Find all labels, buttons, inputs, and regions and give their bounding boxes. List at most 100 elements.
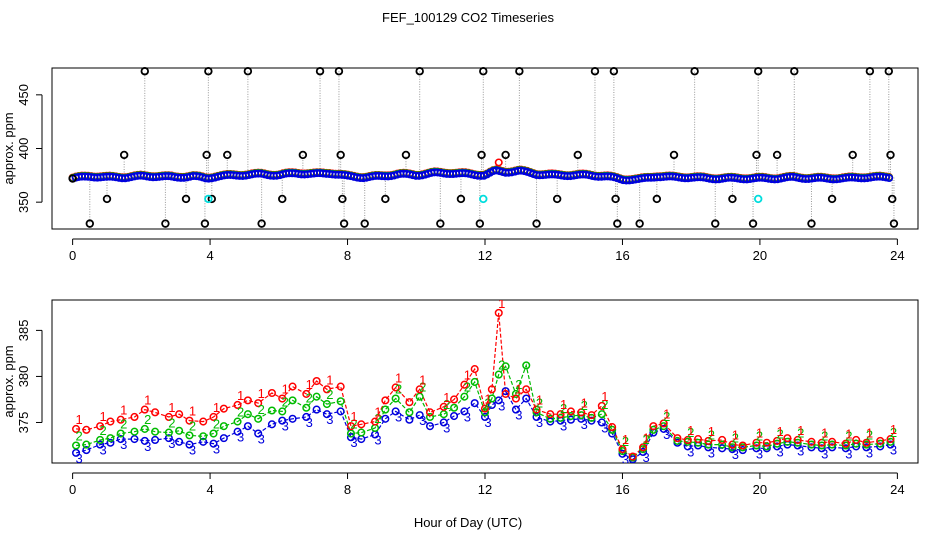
series-3-point <box>597 418 606 427</box>
series-2-point <box>597 410 606 419</box>
series-1-line <box>76 312 891 458</box>
series-3-point <box>738 446 747 455</box>
series-1-label: 1 <box>258 386 265 401</box>
series-1-label: 1 <box>350 409 357 424</box>
series-2-label: 2 <box>213 417 220 432</box>
series-1-label: 1 <box>581 395 588 410</box>
series-2-point <box>415 392 424 401</box>
outlier-point <box>298 150 308 160</box>
series-1-label: 1 <box>821 426 828 441</box>
series-1-point <box>673 434 682 443</box>
x-tick-label: 20 <box>753 482 767 497</box>
series-3-label: 3 <box>732 447 739 462</box>
series-1-point <box>556 410 565 419</box>
outlier-point <box>475 219 485 228</box>
y-axis-label: approx. ppm <box>1 112 16 184</box>
outlier-point <box>68 174 77 183</box>
series-3-point <box>185 440 194 449</box>
series-2-point <box>336 397 345 406</box>
series-3-point <box>876 442 885 451</box>
series-3-label: 3 <box>845 446 852 461</box>
series-1-point <box>862 438 871 447</box>
x-tick-label: 8 <box>344 482 351 497</box>
outlier-point <box>204 67 213 76</box>
outlier-point <box>381 194 390 204</box>
series-2-point <box>96 435 105 445</box>
series-2-label: 2 <box>75 429 82 444</box>
series-2-point <box>649 425 658 434</box>
outlier-point <box>200 219 210 228</box>
series-2-point <box>164 428 173 437</box>
series-1-label: 1 <box>326 372 333 387</box>
series-3-label: 3 <box>866 445 873 460</box>
series-2-point <box>807 440 816 449</box>
series-2-label: 2 <box>581 398 588 413</box>
series-1-point <box>494 308 503 317</box>
bottom-marks: 33 3 3 3 3 33 33 3 33 33 3 33 333 3 3 3 33 333 3 3 3 3 3 3 3 3 32 2… <box>72 300 897 467</box>
outlier-point <box>752 150 761 160</box>
series-2-point <box>175 426 184 435</box>
series-1-point <box>302 389 311 398</box>
series-3-label: 3 <box>581 417 588 432</box>
series-3-label: 3 <box>237 430 244 445</box>
series-2-point <box>185 431 194 440</box>
x-tick-label: 0 <box>69 248 76 263</box>
series-2-point <box>762 442 771 451</box>
series-3-label: 3 <box>120 437 127 452</box>
y-tick-label: 380 <box>16 366 31 388</box>
series-1-point <box>618 445 627 454</box>
series-1-point <box>546 410 555 419</box>
series-2-point <box>673 436 682 445</box>
series-2-point <box>288 396 297 405</box>
series-2-label: 2 <box>419 380 426 395</box>
series-1-label: 1 <box>168 400 175 415</box>
series-3-label: 3 <box>756 446 763 461</box>
series-3-point <box>233 427 242 436</box>
chart-title: FEF_100129 CO2 Timeseries <box>382 10 554 25</box>
series-2-point <box>470 377 479 387</box>
series-3-label: 3 <box>622 452 629 467</box>
series-2-point <box>425 412 435 422</box>
series-3-label: 3 <box>498 398 505 413</box>
series-1-point <box>288 382 297 391</box>
series-1-point <box>460 380 469 389</box>
outlier-point <box>573 150 582 160</box>
series-2-point <box>546 414 555 423</box>
series-2-point <box>793 438 802 447</box>
series-1-point <box>577 408 586 417</box>
series-1-label: 1 <box>374 405 381 420</box>
outlier-point <box>590 67 600 76</box>
x-tick-label: 4 <box>206 482 213 497</box>
series-3-point <box>72 448 81 457</box>
series-1-point <box>817 438 826 447</box>
series-1-point <box>405 398 414 407</box>
series-3-label: 3 <box>306 415 313 430</box>
series-1-point <box>82 425 91 434</box>
series-2-label: 2 <box>866 428 873 443</box>
series-2-point <box>659 422 668 431</box>
series-2-point <box>209 429 218 438</box>
series-1-point <box>243 396 252 405</box>
series-3-point <box>718 444 727 453</box>
series-1-point <box>254 399 263 408</box>
series-1-point <box>336 382 345 391</box>
series-3-label: 3 <box>464 409 471 424</box>
y-tick-label: 375 <box>16 412 31 434</box>
series-1-label: 1 <box>237 388 244 403</box>
series-1-point <box>793 435 802 445</box>
series-2-point <box>704 440 713 449</box>
series-2-point <box>346 429 356 438</box>
series-1-point <box>106 417 115 426</box>
series-3-point <box>807 443 816 452</box>
series-2-label: 2 <box>560 401 567 416</box>
series-3-point <box>175 437 184 446</box>
outlier-point <box>611 194 620 204</box>
series-3-point <box>566 415 575 424</box>
series-1-point <box>752 438 761 447</box>
series-2-point <box>852 439 861 448</box>
series-1-point <box>501 389 510 398</box>
series-2-point <box>116 429 125 438</box>
x-tick-label: 16 <box>615 482 629 497</box>
